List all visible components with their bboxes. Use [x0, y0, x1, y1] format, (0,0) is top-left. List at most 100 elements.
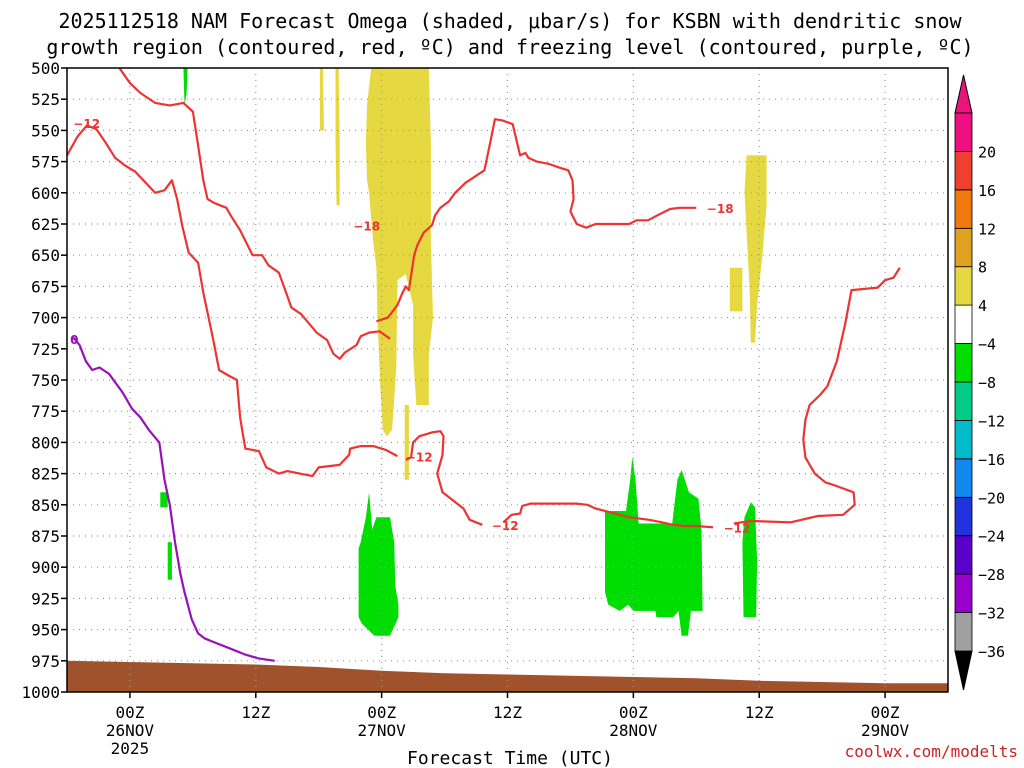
y-tick-label-11: 775	[31, 402, 60, 421]
y-tick-label-17: 925	[31, 589, 60, 608]
colorbar-label-13: 20	[978, 143, 996, 161]
rising-omega-region-0	[365, 68, 433, 437]
sinking-omega-region-8	[742, 502, 758, 618]
colorbar-over-arrow	[954, 74, 973, 114]
contour-1-line-b	[502, 502, 714, 529]
y-tick-label-8: 700	[31, 309, 60, 328]
colorbar-swatch-1	[954, 573, 973, 613]
y-tick-label-19: 975	[31, 652, 60, 671]
x-axis-label: Forecast Time (UTC)	[407, 748, 613, 768]
contour-2-label-2: −18	[707, 202, 734, 216]
y-tick-label-5: 625	[31, 215, 60, 234]
contour-0-label: −12	[73, 117, 100, 131]
colorbar-swatch-12	[954, 150, 973, 191]
colorbar-swatch-4	[954, 458, 973, 498]
colorbar-label-4: −20	[978, 489, 1005, 507]
terrain-fill	[67, 660, 948, 692]
colorbar-swatch-11	[954, 189, 973, 229]
colorbar-swatch-7	[954, 343, 973, 383]
colorbar: −36 −32 −28 −24 −20 −16 −12 −8 −4 4 8 12 16 20	[954, 74, 1005, 691]
x-tick-label-0: 00Z	[115, 703, 144, 722]
contour-2-line	[118, 67, 391, 360]
temperature-contours: −12−12−12 −12−18−180	[66, 67, 901, 662]
chart-title: 2025112518 NAM Forecast Omega (shaded, μ…	[46, 9, 973, 59]
x-tick-label-1: 12Z	[241, 703, 270, 722]
contour-2-label: −18	[353, 220, 380, 234]
colorbar-label-2: −28	[978, 566, 1005, 584]
colorbar-swatch-6	[954, 381, 973, 421]
terrain	[67, 660, 948, 692]
rising-omega-region-2	[319, 68, 324, 131]
y-tick-label-4: 600	[31, 184, 60, 203]
rising-omega-region-4	[744, 155, 767, 343]
colorbar-swatch-8	[954, 304, 973, 344]
y-tick-label-15: 875	[31, 527, 60, 546]
colorbar-swatch-3	[954, 496, 973, 537]
colorbar-label-12: 16	[978, 182, 996, 200]
y-tick-label-12: 800	[31, 433, 60, 452]
colorbar-swatch-5	[954, 419, 973, 460]
x-tick-label-3: 12Z	[493, 703, 522, 722]
chart-title-line-2: growth region (contoured, red, ºC) and f…	[46, 35, 973, 59]
sinking-omega-region-6	[358, 492, 399, 636]
y-tick-label-3: 575	[31, 153, 60, 172]
colorbar-label-9: 4	[978, 297, 987, 315]
y-axis-ticks: 500 525 550 575 600 625 650 675 700 725 750 775 800 8…	[21, 59, 67, 702]
colorbar-label-3: −24	[978, 528, 1005, 546]
colorbar-label-7: −8	[978, 374, 996, 392]
y-tick-label-0: 500	[31, 59, 60, 78]
x-tick-label-5: 12Z	[745, 703, 774, 722]
y-tick-label-20: 1000	[21, 683, 60, 702]
colorbar-swatch-2	[954, 535, 973, 575]
rising-omega-region-3	[335, 68, 340, 206]
x-tick-label-2: 00Z	[367, 703, 396, 722]
sinking-omega-region-9	[183, 68, 188, 106]
grid-lines	[67, 68, 948, 692]
y-tick-label-10: 750	[31, 371, 60, 390]
y-tick-label-6: 650	[31, 246, 60, 265]
colorbar-label-1: −32	[978, 605, 1005, 623]
x-tick-label-6: 00Z	[871, 703, 900, 722]
contour-1-label-3: −12	[724, 522, 751, 536]
colorbar-label-6: −12	[978, 412, 1005, 430]
contour-0-line	[66, 124, 398, 478]
colorbar-label-10: 8	[978, 259, 987, 277]
colorbar-swatch-13	[954, 112, 973, 152]
sinking-omega-region-10	[160, 492, 168, 508]
contour-3-line	[72, 336, 275, 662]
colorbar-label-8: −4	[978, 336, 996, 354]
contour-1-label: −12	[492, 519, 519, 533]
colorbar-swatch-0	[954, 612, 973, 652]
contour-1-line	[405, 430, 483, 526]
y-tick-label-14: 850	[31, 496, 60, 515]
colorbar-swatch-9	[954, 266, 973, 306]
x-tick-date-4: 28NOV	[609, 721, 658, 740]
chart-title-line-1: 2025112518 NAM Forecast Omega (shaded, μ…	[58, 9, 962, 33]
x-tick-year-0: 2025	[111, 739, 150, 758]
rising-omega-region-1	[404, 405, 409, 480]
y-tick-label-9: 725	[31, 340, 60, 359]
contour-2-line-b	[376, 118, 697, 323]
x-tick-date-6: 29NOV	[861, 721, 910, 740]
omega-shading	[160, 68, 767, 636]
y-tick-label-2: 550	[31, 121, 60, 140]
credit-link[interactable]: coolwx.com/modelts	[845, 742, 1018, 761]
y-tick-label-13: 825	[31, 465, 60, 484]
colorbar-swatch-10	[954, 227, 973, 268]
y-tick-label-18: 950	[31, 621, 60, 640]
colorbar-under-arrow	[954, 650, 973, 691]
rising-omega-region-5	[729, 267, 743, 312]
contour-1-line-c	[733, 267, 901, 525]
colorbar-label-0: −36	[978, 643, 1005, 661]
y-tick-label-7: 675	[31, 277, 60, 296]
sinking-omega-region-11	[167, 542, 172, 580]
x-tick-date-0: 26NOV	[106, 721, 155, 740]
colorbar-label-5: −16	[978, 451, 1005, 469]
x-tick-label-4: 00Z	[619, 703, 648, 722]
colorbar-label-11: 12	[978, 220, 996, 238]
y-tick-label-1: 525	[31, 90, 60, 109]
contour-3-label: 0	[70, 333, 78, 347]
x-tick-date-2: 27NOV	[358, 721, 407, 740]
